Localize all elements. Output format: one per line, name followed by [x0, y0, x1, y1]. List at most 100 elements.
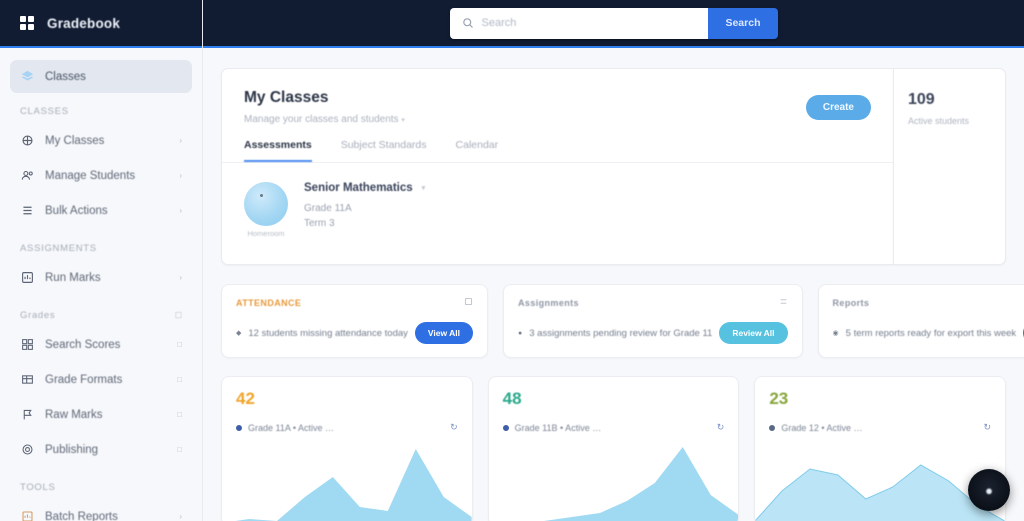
- card-body: ◆ 12 students missing attendance today V…: [236, 322, 474, 344]
- info-card-attendance[interactable]: ATTENDANCE ◆ 12 students missing attenda…: [221, 284, 489, 358]
- chevron-down-icon: ▾: [401, 117, 405, 124]
- main-area: Search Search My Classes Manage your cla…: [203, 0, 1024, 521]
- tab-strip: Assessments Subject Standards Calendar: [222, 125, 893, 163]
- avatar-caption: Homeroom: [247, 229, 285, 238]
- sidebar-item-raw-marks[interactable]: Raw Marks □: [10, 398, 192, 431]
- top-bar: Search Search: [203, 0, 1024, 48]
- bullet-icon: ◉: [832, 330, 839, 337]
- sidebar-item-classes[interactable]: Classes: [10, 60, 192, 93]
- bullet-icon: ●: [518, 329, 523, 337]
- stat-number: 48: [502, 389, 522, 408]
- sparkline-chart: [222, 443, 472, 521]
- assistant-icon: ●: [985, 482, 993, 498]
- class-profile: Homeroom Senior Mathematics ▾ Grade 11A …: [222, 163, 893, 264]
- assistant-fab-button[interactable]: ●: [968, 469, 1010, 511]
- content-area: My Classes Manage your classes and stude…: [203, 48, 1024, 521]
- stat-card-grade-11b[interactable]: 48 Grade 11B • Active … ↻: [487, 376, 740, 521]
- tab-calendar[interactable]: Calendar: [455, 139, 499, 151]
- card-text: 5 term reports ready for export this wee…: [845, 327, 1017, 339]
- sidebar-item-grade-formats[interactable]: Grade Formats □: [10, 363, 192, 396]
- layers-icon: [20, 70, 34, 84]
- card-body: ● 3 assignments pending review for Grade…: [518, 322, 788, 344]
- tab-subject-standards[interactable]: Subject Standards: [340, 139, 427, 151]
- search-input[interactable]: Search: [449, 7, 709, 39]
- sidebar: Gradebook Classes CLASSES My Classes ›: [0, 0, 203, 521]
- class-meta-grade: Grade 11A: [304, 203, 352, 214]
- square-badge-icon: □: [177, 340, 182, 349]
- sidebar-item-publishing[interactable]: Publishing □: [10, 433, 192, 466]
- tab-assessments[interactable]: Assessments: [244, 139, 312, 162]
- panel-row: My Classes Manage your classes and stude…: [221, 68, 1006, 265]
- report-icon: [20, 510, 34, 521]
- refresh-icon[interactable]: ↻: [716, 422, 725, 432]
- info-card-row: ATTENDANCE ◆ 12 students missing attenda…: [221, 284, 1024, 358]
- search-icon: [462, 17, 474, 29]
- stat-meta: Grade 11B • Active …: [514, 422, 602, 433]
- refresh-icon[interactable]: ↻: [450, 422, 458, 432]
- sidebar-item-label: Manage Students: [45, 169, 136, 182]
- flag-icon: [20, 408, 34, 422]
- stat-meta: Grade 12 • Active …: [781, 422, 863, 433]
- section-label: ASSIGNMENTS: [20, 243, 97, 254]
- stat-meta-row: Grade 11A • Active … ↻: [236, 422, 458, 433]
- info-card-reports[interactable]: Reports ◉ 5 term reports ready for expor…: [817, 284, 1024, 358]
- refresh-icon[interactable]: ↻: [983, 422, 992, 432]
- card-body: ◉ 5 term reports ready for export this w…: [833, 322, 1024, 344]
- book-icon: [20, 134, 34, 148]
- info-card-assignments[interactable]: Assignments ● 3 assignments pending revi…: [503, 284, 803, 358]
- stat-card-grade-11a[interactable]: 42 Grade 11A • Active … ↻: [221, 376, 473, 521]
- gear-icon: [20, 443, 34, 457]
- sidebar-section-title: TOOLS: [10, 482, 192, 493]
- sidebar-section-title: ASSIGNMENTS: [10, 243, 192, 254]
- sidebar-item-label: Bulk Actions: [45, 204, 108, 217]
- card-caption: Assignments: [518, 297, 579, 308]
- card-header: Assignments: [518, 297, 788, 308]
- list-icon[interactable]: [779, 297, 788, 308]
- sidebar-item-label: My Classes: [45, 134, 105, 147]
- sidebar-item-bulk-actions[interactable]: Bulk Actions ›: [10, 194, 192, 227]
- sidebar-item-search-scores[interactable]: Search Scores □: [10, 328, 192, 361]
- stat-card-grade-12[interactable]: 23 Grade 12 • Active … ↻: [754, 376, 1007, 521]
- section-label: CLASSES: [20, 106, 69, 117]
- stat-number: 23: [769, 389, 789, 408]
- area-chart-svg: [235, 449, 472, 521]
- list-icon: [20, 204, 34, 218]
- search-placeholder: Search: [481, 17, 517, 29]
- panel-header: My Classes Manage your classes and stude…: [222, 69, 893, 125]
- grid-logo-icon: [18, 14, 36, 32]
- area-chart-svg: [755, 464, 1006, 521]
- sidebar-item-my-classes[interactable]: My Classes ›: [10, 124, 192, 157]
- stat-card-row: 42 Grade 11A • Active … ↻ 48: [221, 376, 1007, 521]
- brand[interactable]: Gradebook: [0, 0, 202, 48]
- card-caption: Reports: [832, 297, 870, 308]
- card-action-button[interactable]: View All: [414, 322, 474, 344]
- page-title: My Classes: [244, 89, 329, 106]
- sidebar-item-batch-reports[interactable]: Batch Reports ›: [10, 500, 192, 521]
- sidebar-item-label: Grade Formats: [45, 373, 123, 386]
- students-count-panel: 109 Active students: [893, 68, 1006, 265]
- bullet-icon: ◆: [236, 330, 242, 337]
- sidebar-item-label: Batch Reports: [45, 510, 118, 521]
- sidebar-section-title: CLASSES: [10, 106, 192, 117]
- create-button[interactable]: Create: [805, 95, 871, 120]
- card-header: ATTENDANCE: [236, 297, 473, 308]
- sidebar-item-run-marks[interactable]: Run Marks ›: [10, 261, 192, 294]
- card-text: 12 students missing attendance today: [248, 327, 408, 339]
- class-name-text: Senior Mathematics: [304, 182, 413, 194]
- sidebar-item-label: Classes: [45, 70, 86, 83]
- avatar-block: Homeroom: [244, 182, 288, 238]
- section-label: TOOLS: [20, 482, 56, 493]
- expand-icon[interactable]: [464, 297, 473, 308]
- stat-meta: Grade 11A • Active …: [248, 422, 335, 433]
- grid-icon: [20, 338, 34, 352]
- sidebar-nav: Classes CLASSES My Classes › Manage Stud…: [0, 48, 202, 521]
- card-action-button[interactable]: Review All: [719, 322, 788, 344]
- sidebar-item-manage-students[interactable]: Manage Students ›: [10, 159, 192, 192]
- stat-meta-row: Grade 12 • Active … ↻: [769, 422, 991, 433]
- students-count-value: 109: [908, 91, 935, 108]
- card-text: 3 assignments pending review for Grade 1…: [529, 327, 713, 339]
- card-caption: ATTENDANCE: [236, 297, 302, 308]
- sidebar-item-label: Search Scores: [45, 338, 121, 351]
- search-button[interactable]: Search: [708, 7, 778, 39]
